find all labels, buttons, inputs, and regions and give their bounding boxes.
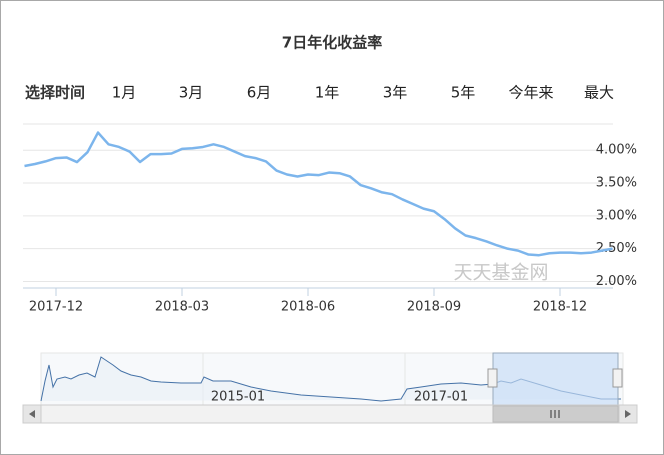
range-button[interactable]: 1年 (315, 84, 340, 102)
y-tick-label: 2.00% (596, 274, 637, 289)
line-series (24, 131, 613, 257)
navigator-label: 2017-01 (414, 390, 468, 405)
x-tick-label: 2018-06 (281, 300, 335, 315)
x-tick-label: 2017-12 (29, 300, 83, 315)
y-tick-label: 2.50% (596, 241, 637, 256)
y-tick-label: 3.50% (596, 176, 637, 191)
navigator-selection[interactable] (492, 352, 619, 406)
range-button[interactable]: 最大 (584, 84, 614, 102)
arrow-icon (625, 410, 631, 418)
range-button[interactable]: 1月 (112, 84, 137, 102)
grip-icon (550, 410, 560, 418)
x-tick-label: 2018-03 (155, 300, 209, 315)
range-label: 选择时间 (25, 84, 85, 102)
x-tick-label: 2018-09 (407, 300, 461, 315)
range-button[interactable]: 5年 (451, 84, 476, 102)
y-tick-label: 4.00% (596, 143, 637, 158)
arrow-icon (29, 410, 35, 418)
y-tick-label: 3.00% (596, 208, 637, 223)
range-button[interactable]: 3月 (179, 84, 204, 102)
range-button[interactable]: 今年来 (508, 84, 553, 102)
range-button[interactable]: 3年 (383, 84, 408, 102)
navigator-handle[interactable] (487, 368, 498, 388)
navigator-handle[interactable] (612, 368, 623, 388)
navigator-label: 2015-01 (211, 390, 265, 405)
x-tick-label: 2018-12 (533, 300, 587, 315)
watermark: 天天基金网 (453, 262, 548, 284)
chart-title: 7日年化收益率 (282, 34, 382, 52)
range-button[interactable]: 6月 (247, 84, 272, 102)
navigator: 2015-01 2017-01 (22, 352, 638, 424)
